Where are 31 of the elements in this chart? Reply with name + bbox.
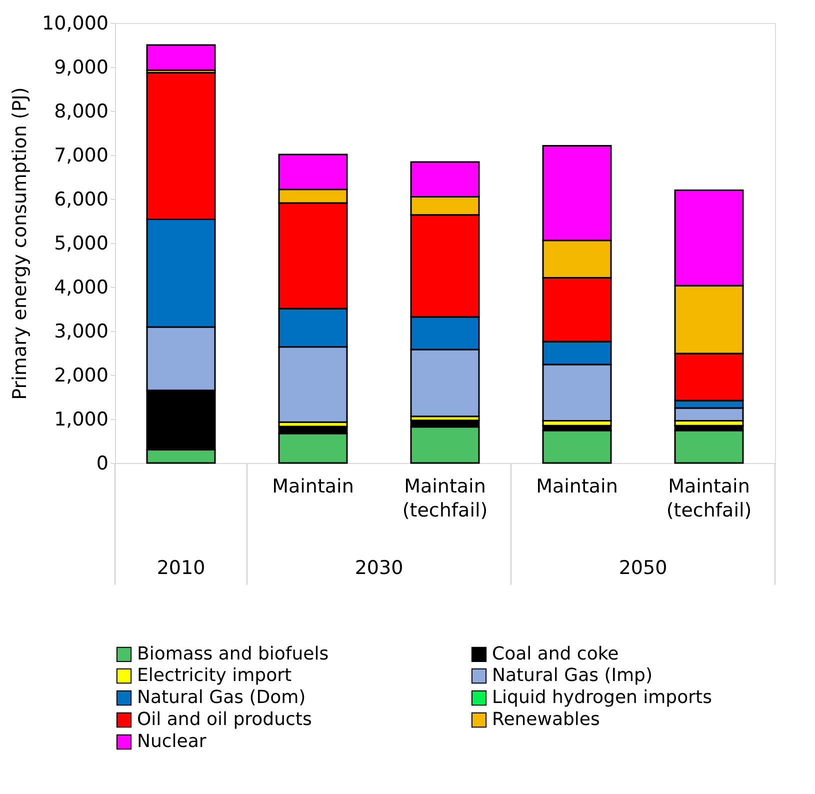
bar [542,430,612,464]
y-tick-label: 4,000 [54,276,108,298]
legend-label: Renewables [492,709,600,730]
x-tick-label: Maintain (techfail) [666,476,752,522]
y-tick-label: 1,000 [54,408,108,430]
text: 2010 [156,557,206,579]
legend-label: Coal and coke [492,643,619,664]
y-tick-label: 9,000 [54,56,108,78]
y-axis-title: Primary energy consumption (PJ) [9,87,32,400]
y-tick-label: 3,000 [54,320,108,342]
text: 2030 [354,557,404,579]
y-tick-label: 6,000 [54,188,108,210]
bar [146,44,216,71]
x-tick-label: Maintain (techfail) [402,476,488,522]
y-tick-label: 2,000 [54,364,108,386]
legend-label: Electricity import [137,665,292,686]
legend-label: Natural Gas (Imp) [492,665,653,686]
legend-label: Nuclear [137,731,207,752]
x-tick-label: Maintain [272,476,354,498]
legend-label: Natural Gas (Dom) [137,687,306,708]
text: 2050 [618,557,668,579]
x-tick-label: Maintain [536,476,618,498]
bar [674,430,744,464]
y-tick-label: 10,000 [42,12,108,34]
legend-label: Liquid hydrogen imports [492,687,712,708]
y-tick-label: 0 [96,452,108,474]
legend-label: Oil and oil products [137,709,312,730]
legend-label: Biomass and biofuels [137,643,329,664]
y-tick-label: 5,000 [54,232,108,254]
y-tick-label: 8,000 [54,100,108,122]
y-tick-label: 7,000 [54,144,108,166]
